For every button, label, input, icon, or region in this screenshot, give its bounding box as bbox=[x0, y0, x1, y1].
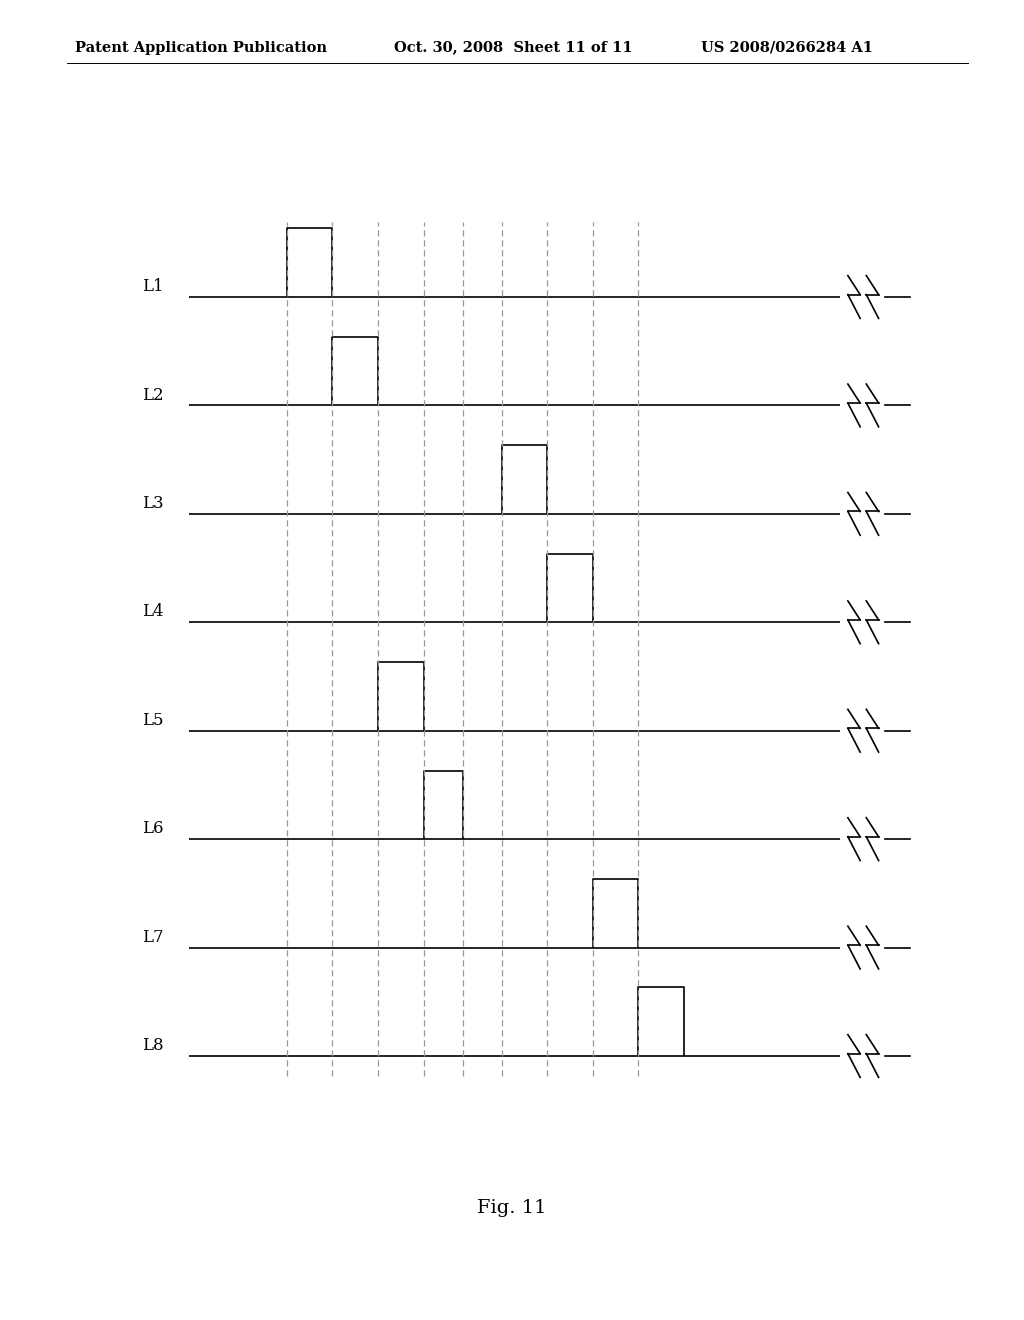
Text: L2: L2 bbox=[142, 387, 164, 404]
Text: L5: L5 bbox=[142, 711, 164, 729]
Text: US 2008/0266284 A1: US 2008/0266284 A1 bbox=[701, 41, 873, 54]
Text: Fig. 11: Fig. 11 bbox=[477, 1199, 547, 1217]
Text: Oct. 30, 2008  Sheet 11 of 11: Oct. 30, 2008 Sheet 11 of 11 bbox=[394, 41, 633, 54]
Text: L8: L8 bbox=[142, 1038, 164, 1055]
Text: L3: L3 bbox=[142, 495, 164, 512]
Text: Patent Application Publication: Patent Application Publication bbox=[75, 41, 327, 54]
Text: L6: L6 bbox=[142, 820, 164, 837]
Text: L7: L7 bbox=[142, 929, 164, 945]
Text: L1: L1 bbox=[142, 279, 164, 296]
Text: L4: L4 bbox=[142, 603, 164, 620]
